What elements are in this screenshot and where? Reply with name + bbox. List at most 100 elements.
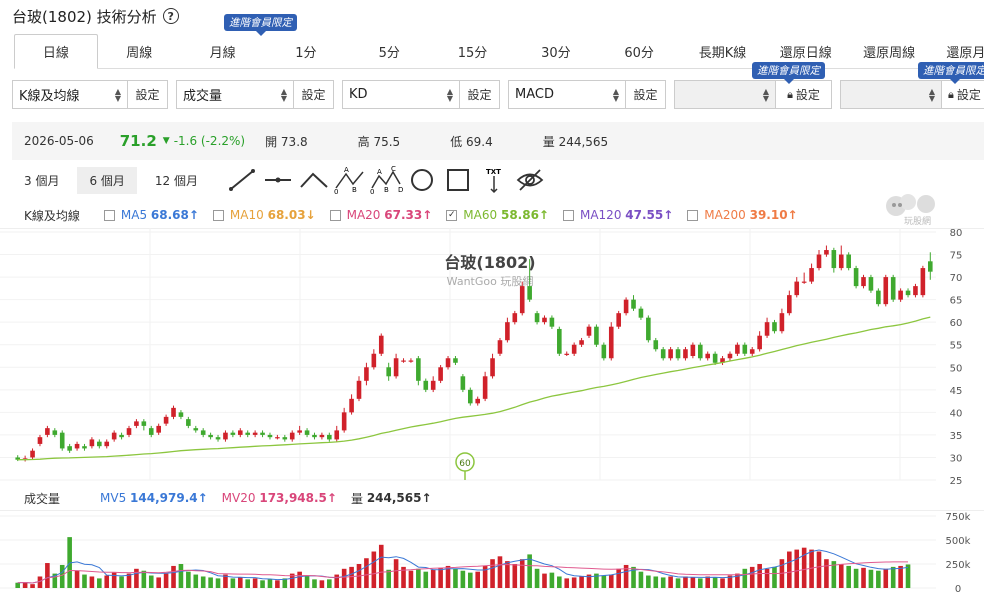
tab-1min[interactable]: 1分 [295, 45, 317, 61]
ma-value: 67.33↑ [384, 208, 433, 222]
main-indicator-select[interactable]: K線及均線 ▲ ▼ [12, 80, 128, 109]
candle [697, 342, 703, 361]
candle [490, 353, 495, 379]
settings-button-3[interactable]: 設定 [460, 80, 500, 109]
candle [594, 324, 599, 347]
checkbox[interactable] [212, 209, 224, 221]
volume-indicator-select[interactable]: 成交量 ▲ ▼ [176, 80, 294, 109]
candle-body [289, 432, 295, 440]
volume-value: 244,565↑ [366, 491, 432, 505]
ma-legend-item-ma120[interactable]: MA120 47.55↑ [562, 208, 673, 222]
range-3m-button[interactable]: 3 個月 [24, 173, 60, 188]
tab-monthly[interactable]: 月線 [209, 45, 236, 61]
tab-weekly[interactable]: 周線 [126, 45, 153, 61]
tab-60min[interactable]: 60分 [624, 45, 654, 61]
hide-drawings-icon[interactable] [512, 166, 548, 194]
candle [764, 317, 770, 338]
volume-bar [735, 573, 740, 588]
tab-15min[interactable]: 15分 [457, 45, 488, 61]
horizontal-line-tool-icon[interactable] [260, 166, 296, 194]
macd-indicator-select[interactable]: MACD ▲ ▼ [508, 80, 626, 109]
settings-button-4[interactable]: 設定 [626, 80, 666, 109]
abcd-pattern-tool-icon[interactable]: 0 A B C D [368, 166, 404, 194]
candle [282, 434, 288, 442]
line-tool-icon[interactable] [224, 166, 260, 194]
ma-legend-item-ma20[interactable]: MA20 67.33↑ [329, 208, 433, 222]
tab-adjusted-monthly[interactable]: 還原月線 [946, 45, 984, 61]
tab-daily[interactable]: 日線 [14, 34, 98, 69]
candle [30, 448, 35, 460]
svg-text:C: C [391, 166, 396, 173]
candle [690, 342, 696, 359]
candle [364, 362, 369, 386]
ma-legend-item-ma60[interactable]: ✓ MA60 58.86↑ [446, 208, 549, 222]
candle [475, 396, 481, 406]
tab-long-term[interactable]: 長期K線 [698, 45, 747, 61]
ma-name: MA60 [463, 208, 498, 222]
checkbox[interactable] [687, 209, 699, 221]
volume-bar [334, 574, 340, 588]
candle-body [186, 419, 191, 426]
volume-bar [52, 573, 58, 588]
candle-body [82, 446, 87, 449]
locked-indicator-select-1[interactable]: ▲ ▼ [674, 80, 776, 109]
locked-settings-button-1[interactable]: 🔒︎ 設定 [776, 80, 832, 109]
tab-30min[interactable]: 30分 [541, 45, 571, 61]
candle-body [230, 432, 236, 435]
wave-tool-icon[interactable] [296, 166, 332, 194]
ma60-marker[interactable]: 60 [455, 452, 475, 480]
candle-body [215, 437, 221, 440]
ma-legend-item-ma5[interactable]: MA5 68.68↑ [103, 208, 199, 222]
candle [193, 425, 199, 433]
locked-settings-button-2[interactable]: 🔒︎ 設定 [942, 80, 984, 109]
ma-legend-item-ma10[interactable]: MA10 68.03↓ [212, 208, 316, 222]
volume-chart[interactable]: 750k 500k 250k 0 [0, 510, 984, 597]
settings-button-1[interactable]: 設定 [128, 80, 168, 109]
candle [82, 443, 87, 451]
volume-bar [623, 564, 629, 588]
price-chart[interactable]: 80 75 70 65 60 55 50 45 40 35 30 25 台玻(1802) WantGo… [0, 228, 984, 488]
candle-body [890, 277, 896, 300]
svg-text:B: B [384, 186, 389, 194]
volume-bar [297, 571, 302, 588]
ma-name: MA20 [346, 208, 381, 222]
candle [668, 346, 673, 361]
volume-bar [223, 574, 228, 588]
candle [616, 310, 621, 329]
ma-legend-item-ma200[interactable]: MA200 39.10↑ [687, 208, 798, 222]
candle-body [67, 446, 72, 451]
volume-bar [690, 577, 696, 588]
abc-wave-tool-icon[interactable]: 0 A B [332, 166, 368, 194]
title-row: 台玻(1802) 技術分析 ? [12, 4, 179, 28]
checkbox[interactable] [103, 209, 115, 221]
volume-bar [601, 575, 607, 588]
tab-5min[interactable]: 5分 [378, 45, 400, 61]
checkbox-checked[interactable]: ✓ [446, 209, 458, 221]
candle-body [542, 317, 547, 323]
candle-body [171, 407, 176, 417]
candle-body [282, 437, 288, 440]
checkbox[interactable] [562, 209, 574, 221]
volume-bar [801, 547, 807, 588]
candle [275, 434, 280, 440]
candle [74, 441, 80, 451]
volume-bar [453, 568, 458, 588]
kd-indicator-select[interactable]: KD ▲ ▼ [342, 80, 460, 109]
candle-body [490, 358, 495, 377]
checkbox[interactable] [329, 209, 341, 221]
tab-adjusted-daily[interactable]: 還原日線 [779, 45, 832, 61]
range-12m-button[interactable]: 12 個月 [154, 173, 198, 188]
candle-body [74, 443, 80, 449]
tab-adjusted-weekly[interactable]: 還原周線 [863, 45, 916, 61]
circle-tool-icon[interactable] [404, 166, 440, 194]
rectangle-tool-icon[interactable] [440, 166, 476, 194]
candle [111, 430, 117, 442]
range-6m-button[interactable]: 6 個月 [77, 166, 137, 194]
volume-bar [467, 572, 473, 588]
ma60-line [17, 316, 931, 461]
question-circle-icon[interactable]: ? [162, 8, 179, 24]
locked-indicator-select-2[interactable]: ▲ ▼ [840, 80, 942, 109]
settings-button-2[interactable]: 設定 [294, 80, 334, 109]
mv20-value: 173,948.5↑ [259, 491, 337, 505]
text-tool-icon[interactable]: TXT [476, 166, 512, 194]
